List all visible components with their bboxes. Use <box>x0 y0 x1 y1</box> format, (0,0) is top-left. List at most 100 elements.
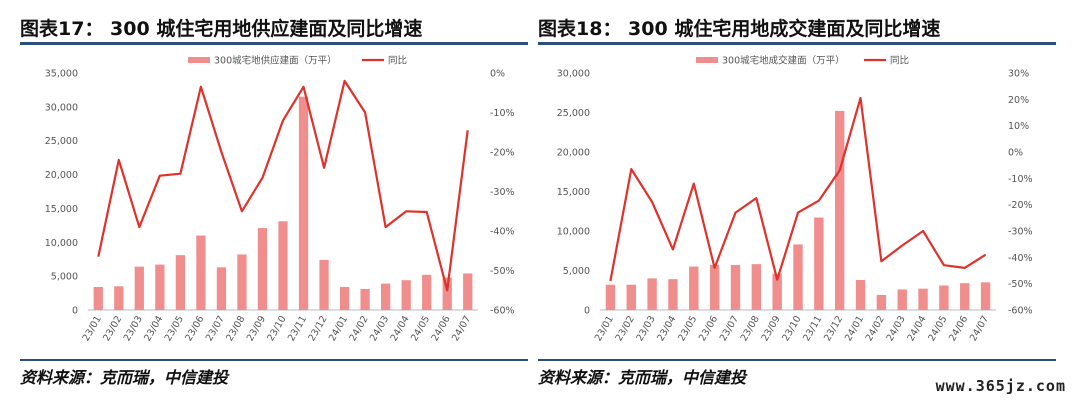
bar-23-11 <box>298 96 309 310</box>
x-axis-tick-label: 24/02 <box>347 314 370 343</box>
x-axis-tick-label: 23/08 <box>224 314 247 343</box>
right-axis-tick-label: 0% <box>1008 148 1023 159</box>
source-rule <box>20 359 528 361</box>
left-axis-tick-label: 20,000 <box>45 170 78 181</box>
x-axis-tick-label: 24/04 <box>905 314 928 343</box>
right-axis-tick-label: -50% <box>1008 279 1033 290</box>
x-axis-tick-label: 23/07 <box>204 314 227 343</box>
x-axis-tick-label: 23/01 <box>593 314 616 343</box>
right-axis-tick-label: -40% <box>1008 253 1033 264</box>
bar-23-08 <box>751 264 762 310</box>
x-axis-tick-label: 24/06 <box>947 314 970 343</box>
x-axis-tick-label: 23/01 <box>81 314 104 343</box>
bar-24-07 <box>980 282 991 310</box>
legend-line-label: 同比 <box>388 55 407 67</box>
x-axis-tick-label: 23/10 <box>265 314 288 343</box>
yoy-growth-line <box>97 79 469 292</box>
bar-23-12 <box>319 259 329 310</box>
bar-23-10 <box>793 244 803 310</box>
figure-17-source: 资料来源：克而瑞，中信建投 <box>20 368 229 387</box>
left-axis-tick-label: 20,000 <box>557 148 590 159</box>
legend-bar-swatch <box>696 57 718 63</box>
left-axis-tick-label: 5,000 <box>51 272 78 283</box>
bar-23-07 <box>216 267 227 310</box>
left-axis-tick-label: 10,000 <box>45 238 78 249</box>
x-axis-tick-label: 23/07 <box>718 314 741 343</box>
x-axis-tick-label: 23/09 <box>760 314 783 343</box>
bar-23-05 <box>175 255 185 310</box>
right-axis-tick-label: 10% <box>1008 121 1029 132</box>
x-axis-tick-label: 24/01 <box>843 314 866 343</box>
figure-18-source: 资料来源：克而瑞，中信建投 <box>538 368 747 387</box>
x-axis-tick-label: 23/03 <box>634 314 657 343</box>
bar-23-01 <box>605 284 616 310</box>
x-axis-tick-label: 24/01 <box>327 314 350 343</box>
right-axis-tick-label: -40% <box>490 227 515 238</box>
bar-24-06 <box>442 277 452 310</box>
source-rule <box>538 359 1056 361</box>
left-axis-tick-label: 25,000 <box>557 108 590 119</box>
x-axis-tick-label: 23/08 <box>739 314 762 343</box>
figure-18-title: 图表18： 300 城住宅用地成交建面及同比增速 <box>538 18 941 40</box>
left-axis-tick-label: 15,000 <box>557 187 590 198</box>
left-axis-tick-label: 10,000 <box>557 227 590 238</box>
bar-24-02 <box>876 294 887 310</box>
bar-24-02 <box>360 289 370 310</box>
bar-24-04 <box>918 288 928 310</box>
x-axis-tick-label: 23/06 <box>697 314 720 343</box>
transaction-area-chart: 0 5,000 10,000 15,000 20,000 25,000 30,000 -60%… <box>557 55 1033 344</box>
right-axis-tick-label: -60% <box>1008 306 1033 317</box>
legend-bar-swatch <box>188 57 210 63</box>
bar-24-05 <box>422 274 432 310</box>
right-axis-tick-label: -30% <box>1008 227 1033 238</box>
bar-23-01 <box>93 286 103 310</box>
right-axis-tick-label: -20% <box>1008 200 1033 211</box>
x-axis-tick-label: 24/03 <box>368 314 391 343</box>
bar-23-03 <box>134 266 144 310</box>
x-axis-tick-label: 23/05 <box>163 314 186 343</box>
left-axis-tick-label: 0 <box>584 306 590 317</box>
x-axis-tick-label: 24/07 <box>450 314 473 343</box>
right-axis-tick-label: -10% <box>1008 174 1033 185</box>
legend-bar-label: 300城宅地供应建面（万平） <box>214 55 337 67</box>
x-axis-tick-label: 23/04 <box>142 314 165 343</box>
bar-24-04 <box>401 280 411 310</box>
bar-23-05 <box>689 266 699 310</box>
bar-24-06 <box>960 283 970 310</box>
bar-24-01 <box>855 279 866 310</box>
title-rule <box>20 42 528 45</box>
right-axis-tick-label: -50% <box>490 266 515 277</box>
x-axis-tick-label: 24/03 <box>885 314 908 343</box>
legend-bar-label: 300城宅地成交建面（万平） <box>722 55 845 67</box>
x-axis-tick-label: 24/06 <box>430 314 453 343</box>
bar-23-03 <box>647 278 657 310</box>
right-axis-tick-label: 0% <box>490 69 505 80</box>
right-axis-tick-label: -20% <box>490 148 515 159</box>
bar-23-06 <box>709 264 720 310</box>
x-axis-tick-label: 23/06 <box>183 314 206 343</box>
x-axis-tick-label: 24/05 <box>926 314 949 343</box>
bar-23-02 <box>114 286 124 310</box>
bar-23-08 <box>237 254 247 310</box>
bar-24-05 <box>939 285 949 310</box>
yoy-growth-line <box>609 96 987 282</box>
bar-23-06 <box>196 235 206 310</box>
bar-23-04 <box>668 279 678 310</box>
x-axis-tick-label: 23/12 <box>822 314 845 343</box>
x-axis-tick-label: 24/04 <box>389 314 412 343</box>
bar-23-04 <box>155 264 165 310</box>
left-axis-tick-label: 0 <box>72 306 78 317</box>
right-figure-panel: 图表18： 300 城住宅用地成交建面及同比增速 0 5,000 10,000 15,… <box>538 0 1056 403</box>
x-axis-tick-label: 23/11 <box>286 314 309 343</box>
x-axis-tick-label: 23/03 <box>122 314 145 343</box>
x-axis-tick-label: 24/05 <box>409 314 432 343</box>
bar-23-02 <box>626 284 636 310</box>
x-axis-tick-label: 23/02 <box>614 314 637 343</box>
bar-24-03 <box>897 289 907 310</box>
right-axis-tick-label: 30% <box>1008 69 1029 80</box>
bar-24-01 <box>339 286 350 310</box>
x-axis-tick-label: 24/02 <box>864 314 887 343</box>
right-axis-tick-label: -10% <box>490 108 515 119</box>
x-axis-tick-label: 23/05 <box>676 314 699 343</box>
bar-23-09 <box>772 273 782 310</box>
